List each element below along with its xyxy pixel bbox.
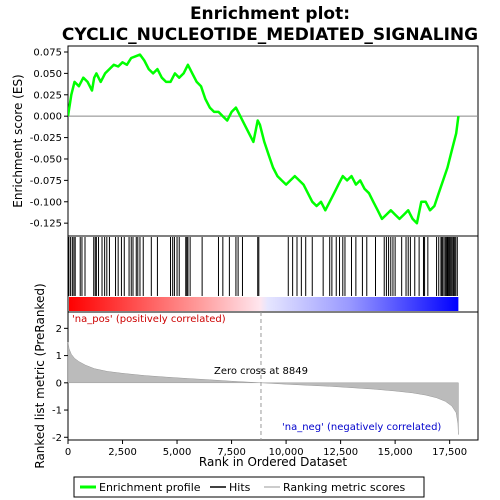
metric-panel: Zero cross at 8849 'na_pos' (positively … (33, 283, 479, 469)
es-y-tick-label: 0.075 (33, 47, 62, 58)
es-y-axis-label: Enrichment score (ES) (11, 74, 25, 207)
es-y-tick-label: -0.125 (30, 219, 62, 230)
es-y-tick-label: -0.025 (30, 133, 62, 144)
es-panel-frame (67, 45, 479, 237)
es-y-tick-label: -0.050 (30, 154, 62, 165)
positive-correlation-label: 'na_pos' (positively correlated) (72, 314, 226, 325)
metric-y-axis: 2 1 0 -1 -2 (52, 324, 68, 444)
legend-frame (73, 476, 425, 498)
es-panel: 0.075 0.050 0.025 0.000 -0.025 -0.050 -0.075 -0… (11, 45, 479, 237)
ranking-metric-area (67, 341, 459, 435)
rank-x-axis: 0 2,500 5,000 7,500 10,000 12,500 15,000 17,500 (65, 440, 467, 458)
legend-metric-label: Ranking metric scores (283, 481, 405, 494)
metric-y-tick-label: 0 (56, 378, 62, 389)
rank-x-tick-label: 17,500 (432, 447, 467, 458)
ranking-color-bar (69, 297, 459, 311)
rank-x-tick-label: 10,000 (269, 447, 304, 458)
es-y-tick-label: 0.050 (33, 69, 62, 80)
chart-title-line-2: CYCLIC_NUCLEOTIDE_MEDIATED_SIGNALING (62, 25, 478, 45)
metric-y-tick-label: 2 (56, 324, 62, 335)
hits-panel (67, 235, 479, 313)
es-y-tick-label: 0.000 (33, 112, 62, 123)
zero-cross-label: Zero cross at 8849 (214, 366, 308, 377)
rank-x-tick-label: 15,000 (378, 447, 413, 458)
rank-x-tick-label: 5,000 (163, 447, 192, 458)
enrichment-profile-line (68, 53, 460, 225)
rank-x-tick-label: 7,500 (217, 447, 246, 458)
legend-enrichment-label: Enrichment profile (99, 481, 201, 494)
rank-x-tick-label: 12,500 (323, 447, 358, 458)
hit-markers (68, 237, 458, 296)
es-y-tick-label: -0.100 (30, 197, 62, 208)
metric-y-tick-label: 1 (56, 351, 62, 362)
metric-y-tick-label: -1 (52, 406, 62, 417)
rank-x-tick-label: 0 (65, 447, 71, 458)
rank-x-tick-label: 2,500 (108, 447, 137, 458)
metric-y-axis-label: Ranked list metric (PreRanked) (33, 283, 47, 468)
chart-title-line-1: Enrichment plot: (190, 4, 350, 24)
legend-hits-label: Hits (229, 481, 251, 494)
rank-x-axis-label: Rank in Ordered Dataset (199, 455, 347, 469)
metric-y-tick-label: -2 (52, 433, 62, 444)
es-y-axis: 0.075 0.050 0.025 0.000 -0.025 -0.050 -0.075 -0… (30, 47, 68, 230)
es-clip-area (68, 53, 460, 225)
legend: Enrichment profile Hits Ranking metric s… (73, 476, 425, 498)
es-y-tick-label: 0.025 (33, 90, 62, 101)
es-y-tick-label: -0.075 (30, 176, 62, 187)
negative-correlation-label: 'na_neg' (negatively correlated) (282, 422, 441, 433)
